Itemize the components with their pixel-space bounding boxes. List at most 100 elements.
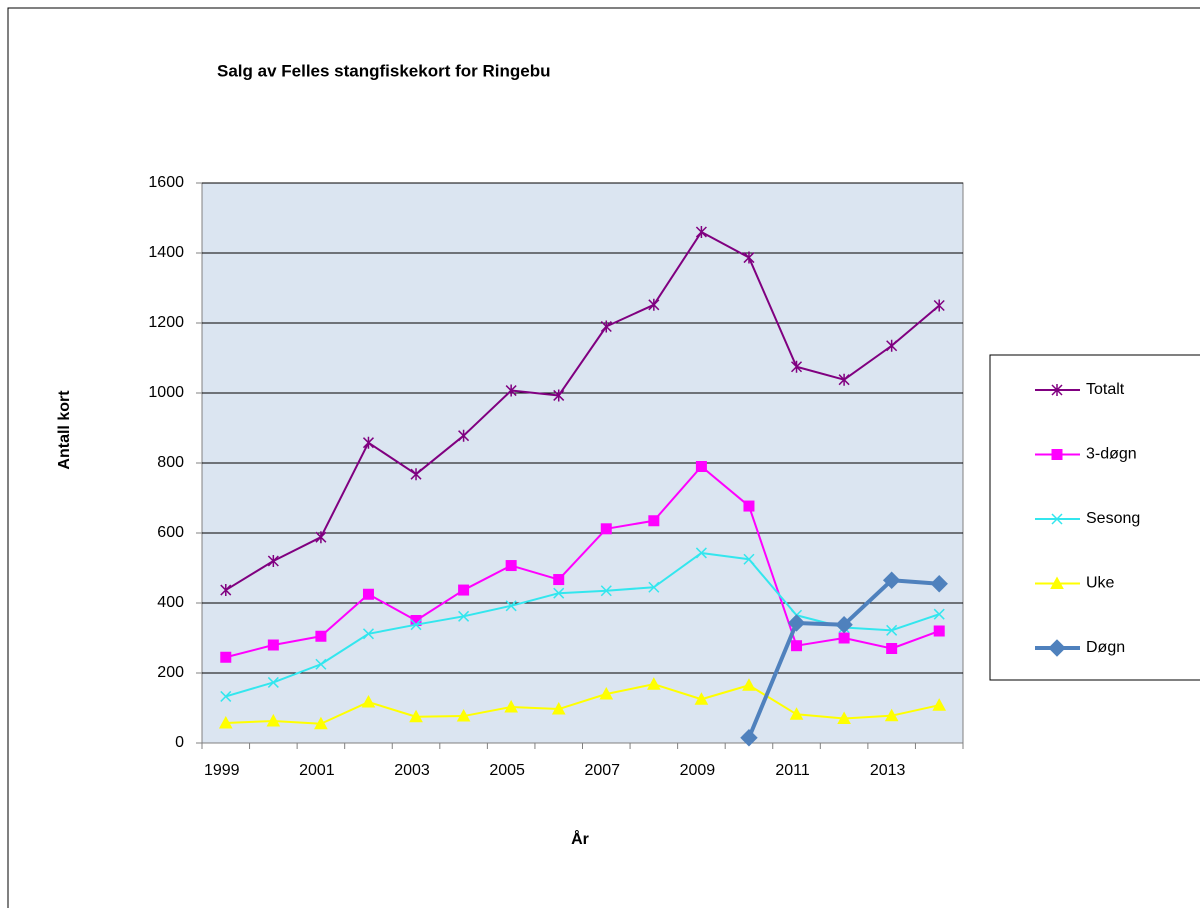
y-tick-label: 200 bbox=[157, 664, 184, 681]
marker bbox=[458, 429, 470, 442]
marker bbox=[695, 547, 707, 559]
series-line bbox=[225, 231, 940, 591]
marker bbox=[886, 339, 898, 352]
marker bbox=[599, 686, 614, 700]
y-tick-label: 400 bbox=[157, 594, 184, 611]
marker bbox=[1050, 576, 1064, 589]
x-tick-label: 2013 bbox=[870, 762, 906, 779]
y-tick-label: 1200 bbox=[148, 314, 184, 331]
marker bbox=[458, 610, 470, 622]
marker bbox=[504, 699, 518, 713]
legend-label: Totalt bbox=[1086, 381, 1125, 398]
marker bbox=[315, 658, 327, 670]
x-tick-label: 1999 bbox=[204, 762, 240, 779]
legend-label: Døgn bbox=[1086, 639, 1125, 656]
marker bbox=[551, 702, 566, 715]
marker bbox=[647, 677, 661, 690]
series-line bbox=[225, 683, 940, 725]
marker bbox=[267, 555, 279, 567]
x-tick-label: 2009 bbox=[680, 762, 716, 779]
marker bbox=[505, 384, 517, 397]
marker bbox=[743, 251, 755, 264]
marker bbox=[361, 695, 376, 708]
marker bbox=[1048, 639, 1066, 657]
marker bbox=[267, 676, 279, 688]
marker bbox=[787, 614, 806, 632]
marker bbox=[553, 574, 565, 586]
marker bbox=[315, 531, 327, 544]
x-tick-label: 2003 bbox=[394, 762, 430, 779]
y-tick-label: 600 bbox=[157, 524, 184, 541]
marker bbox=[933, 608, 945, 620]
legend-label: 3-døgn bbox=[1086, 446, 1137, 463]
marker bbox=[267, 639, 279, 651]
x-tick-label: 2007 bbox=[584, 762, 620, 779]
y-tick-label: 1600 bbox=[148, 174, 184, 191]
legend bbox=[989, 354, 1200, 681]
marker bbox=[742, 678, 756, 691]
marker bbox=[648, 515, 660, 527]
marker bbox=[553, 587, 565, 599]
marker bbox=[220, 584, 232, 597]
marker bbox=[933, 625, 945, 637]
x-tick-label: 2001 bbox=[299, 762, 335, 779]
marker bbox=[456, 709, 471, 722]
y-axis-title: Antall kort bbox=[56, 390, 73, 470]
legend-label: Sesong bbox=[1086, 510, 1140, 527]
marker bbox=[362, 588, 374, 600]
marker bbox=[837, 711, 851, 724]
series-line bbox=[225, 551, 940, 698]
marker bbox=[835, 615, 853, 634]
marker bbox=[930, 575, 948, 593]
marker bbox=[410, 619, 422, 631]
marker bbox=[600, 523, 612, 535]
marker bbox=[648, 298, 660, 311]
marker bbox=[1051, 384, 1063, 396]
marker bbox=[886, 624, 898, 636]
y-tick-label: 1400 bbox=[148, 244, 184, 261]
marker bbox=[553, 389, 565, 402]
marker bbox=[409, 709, 423, 723]
series-line bbox=[225, 465, 940, 659]
marker bbox=[791, 640, 803, 652]
marker bbox=[932, 698, 947, 711]
marker bbox=[266, 713, 281, 727]
marker bbox=[791, 360, 803, 373]
marker bbox=[886, 643, 898, 654]
marker bbox=[648, 581, 660, 593]
marker bbox=[743, 500, 755, 512]
marker bbox=[933, 299, 945, 312]
x-axis-title: År bbox=[571, 829, 589, 848]
marker bbox=[695, 226, 707, 238]
marker bbox=[220, 651, 232, 663]
marker bbox=[743, 553, 755, 565]
marker bbox=[505, 600, 517, 612]
marker bbox=[220, 690, 232, 702]
marker bbox=[789, 707, 804, 720]
y-tick-label: 800 bbox=[157, 454, 184, 471]
marker bbox=[694, 692, 709, 705]
marker bbox=[410, 468, 422, 481]
marker bbox=[882, 571, 901, 589]
marker bbox=[505, 560, 517, 572]
marker bbox=[362, 628, 374, 640]
chart-title: Salg av Felles stangfiskekort for Ringeb… bbox=[217, 61, 550, 80]
marker bbox=[458, 584, 470, 596]
marker bbox=[600, 585, 612, 597]
marker bbox=[695, 461, 707, 472]
x-tick-label: 2005 bbox=[489, 762, 525, 779]
legend-label: Uke bbox=[1086, 575, 1115, 592]
marker bbox=[314, 716, 328, 730]
y-tick-label: 1000 bbox=[148, 384, 184, 401]
marker bbox=[600, 320, 612, 333]
marker bbox=[362, 436, 374, 449]
marker bbox=[1051, 513, 1063, 525]
marker bbox=[315, 630, 327, 642]
marker bbox=[218, 716, 233, 729]
marker bbox=[884, 708, 899, 722]
y-tick-label: 0 bbox=[175, 734, 184, 751]
marker bbox=[740, 729, 758, 747]
marker bbox=[838, 632, 850, 644]
marker bbox=[1051, 449, 1063, 460]
